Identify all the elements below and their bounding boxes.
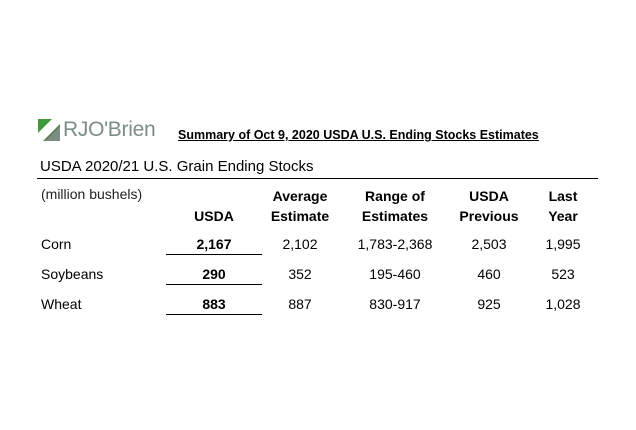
table-title: USDA 2020/21 U.S. Grain Ending Stocks [40, 158, 314, 175]
row-previous-value: 460 [477, 266, 501, 282]
usda-underline [166, 254, 262, 255]
units-label: (million bushels) [41, 186, 143, 202]
row-last-year-value: 1,995 [545, 236, 581, 252]
logo-mark-icon [38, 119, 60, 141]
company-logo: RJO'Brien [38, 116, 156, 144]
row-crop-label: Soybeans [41, 266, 104, 282]
header-previous: USDA Previous [459, 188, 519, 224]
row-range-value: 195-460 [369, 266, 421, 282]
summary-title: Summary of Oct 9, 2020 USDA U.S. Ending … [178, 128, 539, 142]
row-previous-value: 925 [477, 296, 501, 312]
row-range-value: 1,783-2,368 [357, 236, 433, 252]
usda-underline [166, 284, 262, 285]
usda-underline [166, 314, 262, 315]
header-usda: USDA [194, 208, 234, 224]
row-crop-label: Wheat [41, 296, 82, 312]
row-average-value: 887 [288, 296, 312, 312]
row-range-value: 830-917 [369, 296, 421, 312]
row-average-value: 2,102 [282, 236, 318, 252]
row-previous-value: 2,503 [471, 236, 507, 252]
row-last-year-value: 1,028 [545, 296, 581, 312]
row-usda-value: 290 [202, 266, 226, 282]
logo-text: RJO'Brien [63, 118, 156, 141]
row-crop-label: Corn [41, 236, 72, 252]
header-last-year: Last Year [548, 188, 578, 224]
row-average-value: 352 [288, 266, 312, 282]
header-average: Average Estimate [270, 188, 330, 224]
row-usda-value: 883 [202, 296, 226, 312]
title-rule [37, 178, 598, 179]
row-usda-value: 2,167 [196, 236, 232, 252]
row-last-year-value: 523 [551, 266, 575, 282]
header-range: Range of Estimates [361, 188, 429, 224]
